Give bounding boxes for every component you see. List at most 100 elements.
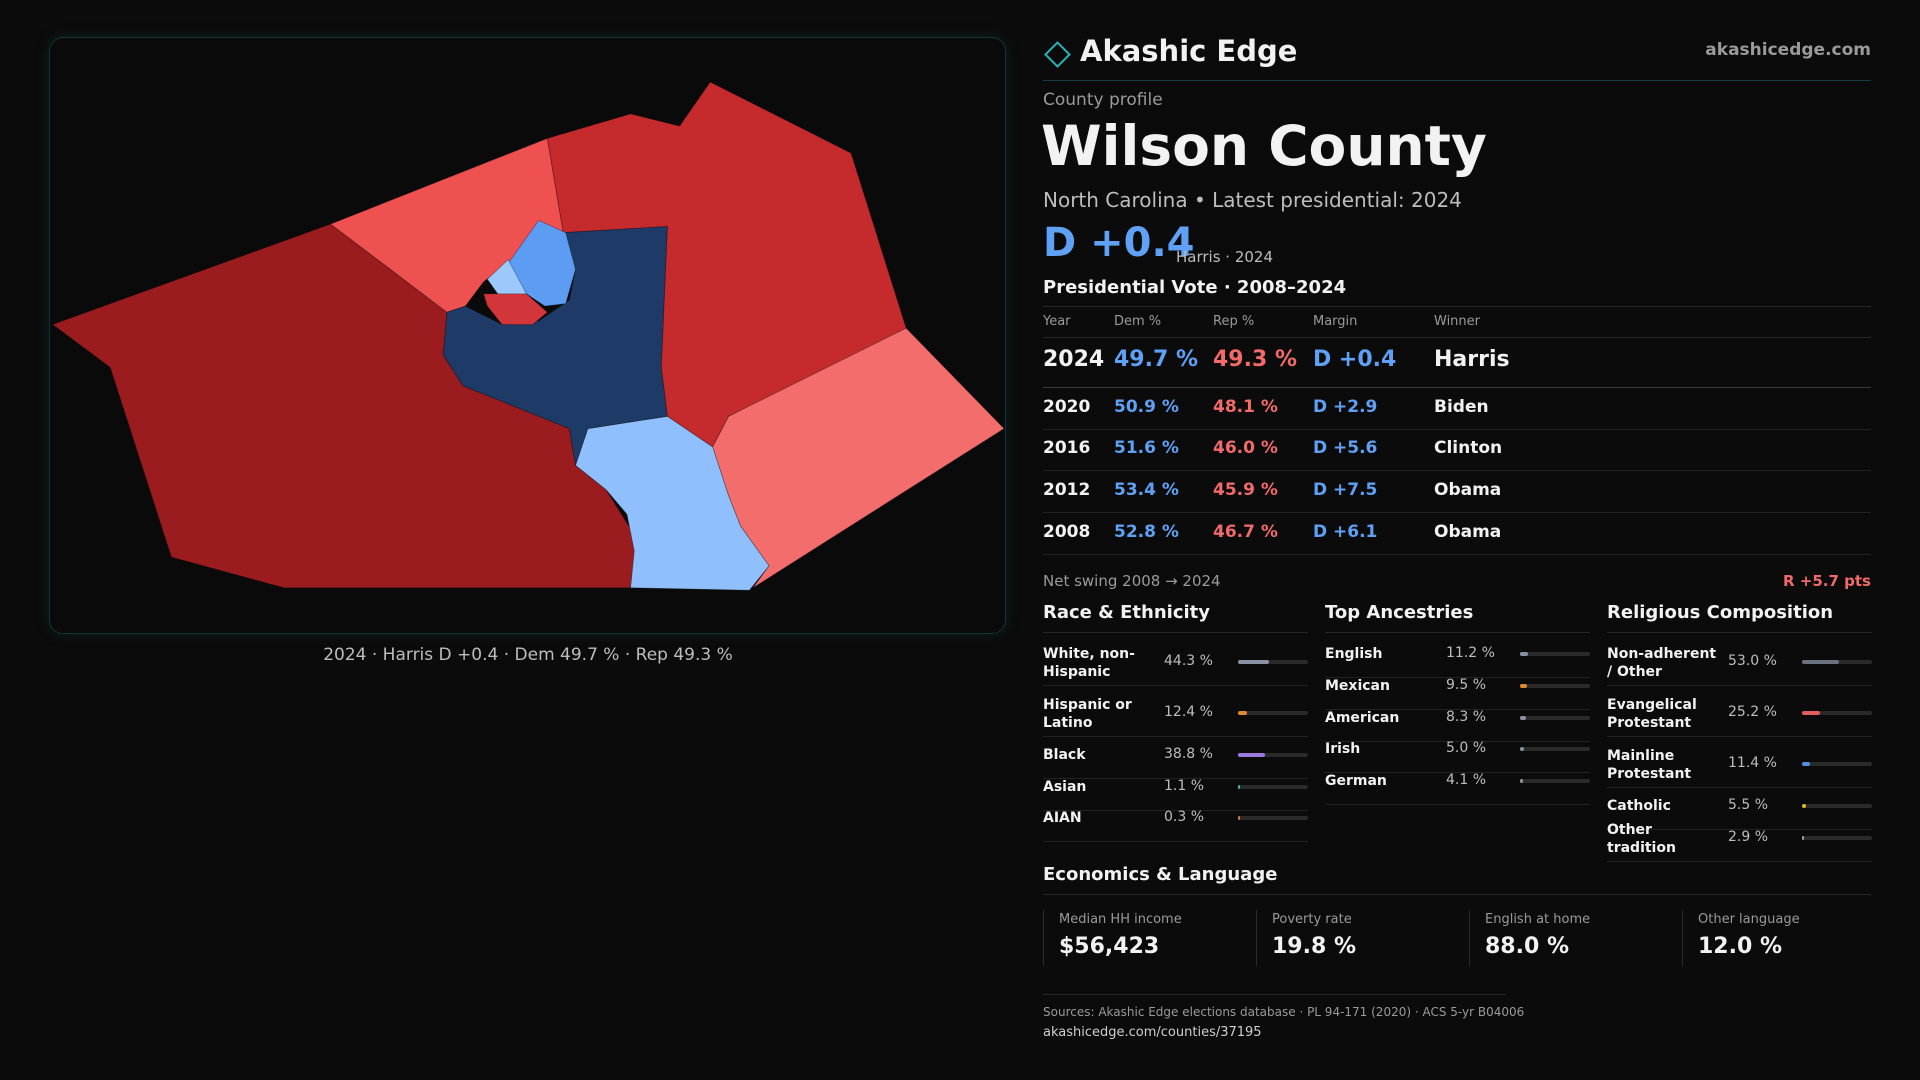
precinct — [442, 226, 668, 466]
card-value: 12.0 % — [1698, 934, 1782, 959]
item-value: 11.2 % — [1446, 645, 1495, 661]
bar — [1802, 762, 1810, 766]
bar — [1238, 660, 1269, 664]
panel-title: Religious Composition — [1607, 602, 1834, 623]
divider — [1325, 772, 1590, 773]
url: akashicedge.com/counties/37195 — [1043, 1025, 1262, 1040]
item-label: English — [1325, 646, 1383, 662]
margin-note: Harris · 2024 — [1176, 248, 1274, 266]
table-cell: 49.7 % — [1114, 346, 1198, 372]
item-label: Asian — [1043, 779, 1087, 795]
item-label: White, non-Hispanic — [1043, 646, 1135, 680]
bar — [1520, 747, 1524, 751]
divider — [1043, 994, 1506, 995]
map-caption: 2024 · Harris D +0.4 · Dem 49.7 % · Rep … — [323, 645, 733, 665]
divider — [1043, 512, 1871, 513]
county-title: Wilson County — [1041, 114, 1487, 178]
item-value: 5.0 % — [1446, 740, 1487, 756]
margin-headline: D +0.4 — [1043, 220, 1195, 266]
county-map — [51, 81, 1005, 591]
subtitle: North Carolina • Latest presidential: 20… — [1043, 188, 1462, 212]
item-label: AIAN — [1043, 810, 1082, 826]
bar-track — [1520, 747, 1590, 751]
card-label: Other language — [1698, 912, 1800, 927]
item-value: 1.1 % — [1164, 778, 1205, 794]
divider — [1043, 685, 1308, 686]
item-value: 2.9 % — [1728, 829, 1769, 845]
panel-title: Race & Ethnicity — [1043, 602, 1210, 623]
divider — [1607, 736, 1872, 737]
panel-title: Top Ancestries — [1325, 602, 1474, 623]
bar — [1520, 779, 1523, 783]
divider — [1043, 306, 1871, 307]
bar — [1520, 652, 1528, 656]
site: akashicedge.com — [1705, 40, 1871, 60]
card — [1256, 910, 1257, 966]
divider — [1043, 470, 1871, 471]
table-cell: 2012 — [1043, 479, 1091, 500]
item-value: 4.1 % — [1446, 772, 1487, 788]
divider — [1043, 337, 1871, 338]
card-value: $56,423 — [1059, 934, 1160, 959]
card-label: English at home — [1485, 912, 1591, 927]
item-value: 38.8 % — [1164, 746, 1213, 762]
bar-track — [1802, 836, 1872, 840]
column-header: Winner — [1434, 314, 1481, 329]
item-value: 44.3 % — [1164, 653, 1213, 669]
item-value: 11.4 % — [1728, 755, 1777, 771]
table-cell: 46.0 % — [1213, 437, 1278, 458]
swing-label: Net swing 2008 → 2024 — [1043, 572, 1221, 590]
bar — [1520, 684, 1527, 688]
divider — [1607, 632, 1872, 633]
card-label: Poverty rate — [1272, 912, 1352, 927]
divider — [1043, 554, 1871, 555]
table-cell: Clinton — [1434, 437, 1503, 458]
sources: Sources: Akashic Edge elections database… — [1043, 1005, 1525, 1019]
bar-track — [1802, 762, 1872, 766]
section-title: Presidential Vote · 2008–2024 — [1043, 277, 1347, 298]
table-cell: 2008 — [1043, 521, 1091, 542]
table-cell: D +5.6 — [1313, 437, 1378, 458]
table-cell: D +0.4 — [1313, 346, 1397, 372]
logo — [1044, 41, 1071, 68]
item-value: 0.3 % — [1164, 809, 1205, 825]
item-label: Mexican — [1325, 678, 1390, 694]
kicker: County profile — [1043, 90, 1163, 110]
item-label: Evangelical Protestant — [1607, 697, 1697, 731]
column-header: Rep % — [1213, 314, 1255, 329]
card-value: 88.0 % — [1485, 934, 1569, 959]
divider — [1043, 387, 1871, 388]
table-cell: 48.1 % — [1213, 396, 1278, 417]
divider — [1043, 810, 1308, 811]
divider — [1043, 736, 1308, 737]
item-label: American — [1325, 710, 1400, 726]
item-label: Black — [1043, 747, 1086, 763]
item-value: 5.5 % — [1728, 797, 1769, 813]
table-cell: D +6.1 — [1313, 521, 1378, 542]
divider — [1607, 787, 1872, 788]
divider — [1043, 632, 1308, 633]
bar — [1238, 711, 1247, 715]
bar-track — [1802, 711, 1872, 715]
item-value: 9.5 % — [1446, 677, 1487, 693]
table-cell: 2016 — [1043, 437, 1091, 458]
item-label: Other tradition — [1607, 822, 1676, 856]
divider — [1325, 741, 1590, 742]
item-value: 25.2 % — [1728, 704, 1777, 720]
table-cell: 2020 — [1043, 396, 1091, 417]
bar — [1802, 660, 1840, 664]
table-cell: Obama — [1434, 479, 1502, 500]
item-label: Irish — [1325, 741, 1361, 757]
swing-value: R +5.7 pts — [1783, 572, 1871, 590]
precinct — [507, 219, 576, 307]
bar-track — [1520, 652, 1590, 656]
table-cell: 50.9 % — [1114, 396, 1179, 417]
section-title: Economics & Language — [1043, 864, 1278, 885]
bar — [1238, 816, 1240, 820]
item-label: Non-adherent / Other — [1607, 646, 1717, 680]
column-header: Dem % — [1114, 314, 1162, 329]
item-label: Catholic — [1607, 798, 1671, 814]
divider — [1043, 80, 1871, 81]
divider — [1325, 632, 1590, 633]
